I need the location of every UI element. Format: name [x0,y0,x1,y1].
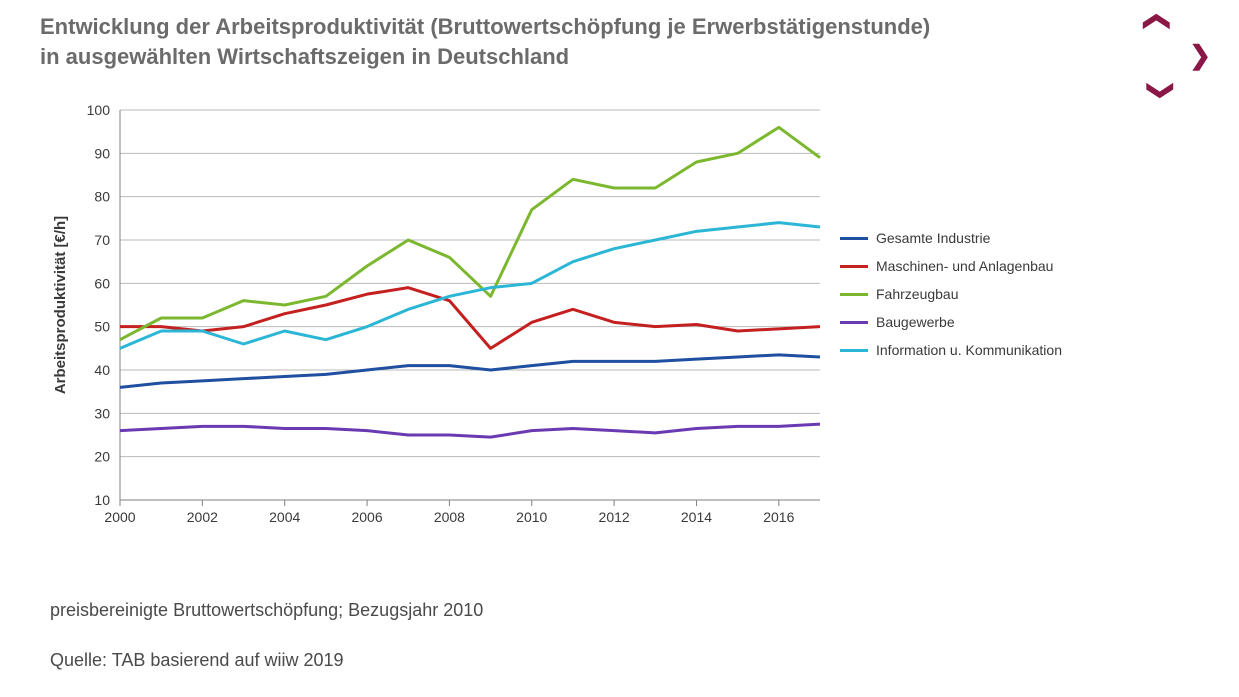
svg-text:10: 10 [94,492,110,508]
title-line-2: in ausgewählten Wirtschaftszeigen in Deu… [40,44,569,69]
series-gesamte-industrie [120,355,820,388]
chevron-up-icon[interactable]: ❮ [1143,11,1174,33]
chevron-down-icon[interactable]: ❮ [1143,80,1174,102]
svg-text:100: 100 [87,102,111,118]
legend-label: Gesamte Industrie [876,230,991,246]
chart-title: Entwicklung der Arbeitsproduktivität (Br… [40,12,1000,71]
svg-text:30: 30 [94,405,110,421]
svg-text:70: 70 [94,232,110,248]
footnote-1: preisbereinigte Bruttowertschöpfung; Bez… [50,600,483,621]
svg-text:40: 40 [94,362,110,378]
svg-text:20: 20 [94,449,110,465]
svg-text:2008: 2008 [434,509,465,525]
line-chart: 10 20 30 40 50 60 70 80 90 100 2000 2002 2004 2006 200… [40,90,1140,570]
title-line-1: Entwicklung der Arbeitsproduktivität (Br… [40,14,930,39]
svg-text:2004: 2004 [269,509,300,525]
page: Entwicklung der Arbeitsproduktivität (Br… [0,0,1239,697]
svg-text:2014: 2014 [681,509,712,525]
svg-text:2006: 2006 [351,509,382,525]
legend-label: Maschinen- und Anlagenbau [876,258,1053,274]
legend-swatch [840,321,868,324]
footnote-source: Quelle: TAB basierend auf wiiw 2019 [50,650,344,671]
svg-text:50: 50 [94,319,110,335]
legend-swatch [840,349,868,352]
svg-text:2016: 2016 [763,509,794,525]
chevron-right-icon[interactable]: ❯ [1189,40,1211,71]
svg-text:2000: 2000 [104,509,135,525]
svg-text:80: 80 [94,189,110,205]
series-baugewerbe [120,424,820,437]
svg-text:2010: 2010 [516,509,547,525]
legend-label: Baugewerbe [876,314,955,330]
legend-label: Fahrzeugbau [876,286,959,302]
legend-swatch [840,265,868,268]
svg-text:2012: 2012 [599,509,630,525]
svg-text:Arbeitsproduktivität [€/h]: Arbeitsproduktivität [€/h] [52,216,69,394]
legend-swatch [840,293,868,296]
svg-text:2002: 2002 [187,509,218,525]
series-fahrzeugbau [120,127,820,339]
legend-swatch [840,237,868,240]
svg-text:90: 90 [94,145,110,161]
legend-label: Information u. Kommunikation [876,342,1062,358]
svg-text:60: 60 [94,275,110,291]
chart-svg: 10 20 30 40 50 60 70 80 90 100 2000 2002 2004 2006 200… [40,90,1140,570]
